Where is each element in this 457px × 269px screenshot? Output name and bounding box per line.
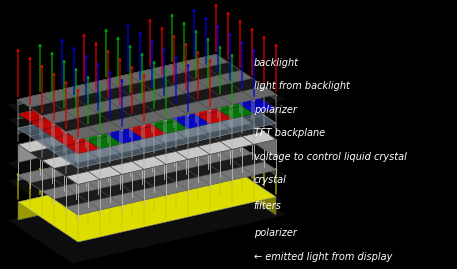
Polygon shape <box>140 92 174 105</box>
Polygon shape <box>18 83 276 168</box>
Polygon shape <box>206 77 240 90</box>
Polygon shape <box>18 130 276 215</box>
Polygon shape <box>130 105 164 118</box>
Polygon shape <box>208 98 242 111</box>
Polygon shape <box>18 157 276 242</box>
Polygon shape <box>30 138 240 191</box>
Polygon shape <box>198 111 232 124</box>
Polygon shape <box>196 90 230 103</box>
Polygon shape <box>186 103 220 116</box>
Text: polarizer: polarizer <box>254 105 297 115</box>
Polygon shape <box>62 99 96 112</box>
Text: filters: filters <box>254 201 282 211</box>
Polygon shape <box>120 118 154 131</box>
Polygon shape <box>18 100 216 162</box>
Polygon shape <box>216 157 276 215</box>
Polygon shape <box>64 120 98 133</box>
Text: polarizer: polarizer <box>254 228 297 238</box>
Polygon shape <box>54 133 88 146</box>
Polygon shape <box>184 82 218 95</box>
Polygon shape <box>18 54 216 105</box>
Polygon shape <box>8 71 287 162</box>
Polygon shape <box>154 121 188 134</box>
Polygon shape <box>96 102 130 115</box>
Text: backlight: backlight <box>254 58 298 68</box>
Polygon shape <box>164 108 198 121</box>
Text: ← emitted light from display: ← emitted light from display <box>254 252 392 262</box>
Polygon shape <box>194 69 228 82</box>
Polygon shape <box>86 115 120 128</box>
Polygon shape <box>52 112 86 125</box>
Polygon shape <box>40 104 74 117</box>
Polygon shape <box>30 62 240 115</box>
Polygon shape <box>220 106 254 119</box>
Polygon shape <box>216 83 276 129</box>
Polygon shape <box>18 83 216 134</box>
Polygon shape <box>18 54 276 139</box>
Text: light from backlight: light from backlight <box>254 81 350 91</box>
Polygon shape <box>54 123 264 176</box>
Polygon shape <box>216 69 276 114</box>
Polygon shape <box>88 136 122 149</box>
Polygon shape <box>106 89 140 102</box>
Polygon shape <box>30 107 240 160</box>
Polygon shape <box>176 116 210 129</box>
Polygon shape <box>174 95 208 108</box>
Polygon shape <box>132 126 166 139</box>
Polygon shape <box>216 54 276 100</box>
Polygon shape <box>142 113 176 126</box>
Polygon shape <box>18 109 52 122</box>
Polygon shape <box>8 56 287 148</box>
Polygon shape <box>242 101 276 114</box>
Polygon shape <box>128 84 162 97</box>
Polygon shape <box>54 154 264 207</box>
Polygon shape <box>18 100 276 185</box>
Polygon shape <box>110 131 144 144</box>
Polygon shape <box>216 100 276 157</box>
Polygon shape <box>8 114 287 206</box>
Polygon shape <box>84 94 118 107</box>
Polygon shape <box>54 78 264 131</box>
Text: voltage to control liquid crystal: voltage to control liquid crystal <box>254 152 407 162</box>
Polygon shape <box>30 117 64 130</box>
Polygon shape <box>18 157 216 220</box>
Polygon shape <box>172 74 206 87</box>
Polygon shape <box>66 141 100 154</box>
Polygon shape <box>230 93 264 106</box>
Polygon shape <box>42 125 76 138</box>
Polygon shape <box>8 132 287 224</box>
Text: crystal: crystal <box>254 175 287 185</box>
Polygon shape <box>118 97 152 110</box>
Polygon shape <box>18 130 216 180</box>
Polygon shape <box>18 69 216 119</box>
Polygon shape <box>108 110 142 123</box>
Text: TFT backplane: TFT backplane <box>254 128 325 138</box>
Polygon shape <box>216 130 276 175</box>
Polygon shape <box>150 79 184 92</box>
Polygon shape <box>152 100 186 113</box>
Polygon shape <box>74 107 108 120</box>
Polygon shape <box>218 85 252 98</box>
Polygon shape <box>8 172 287 263</box>
Polygon shape <box>76 128 110 141</box>
Polygon shape <box>98 123 132 136</box>
Polygon shape <box>162 87 196 100</box>
